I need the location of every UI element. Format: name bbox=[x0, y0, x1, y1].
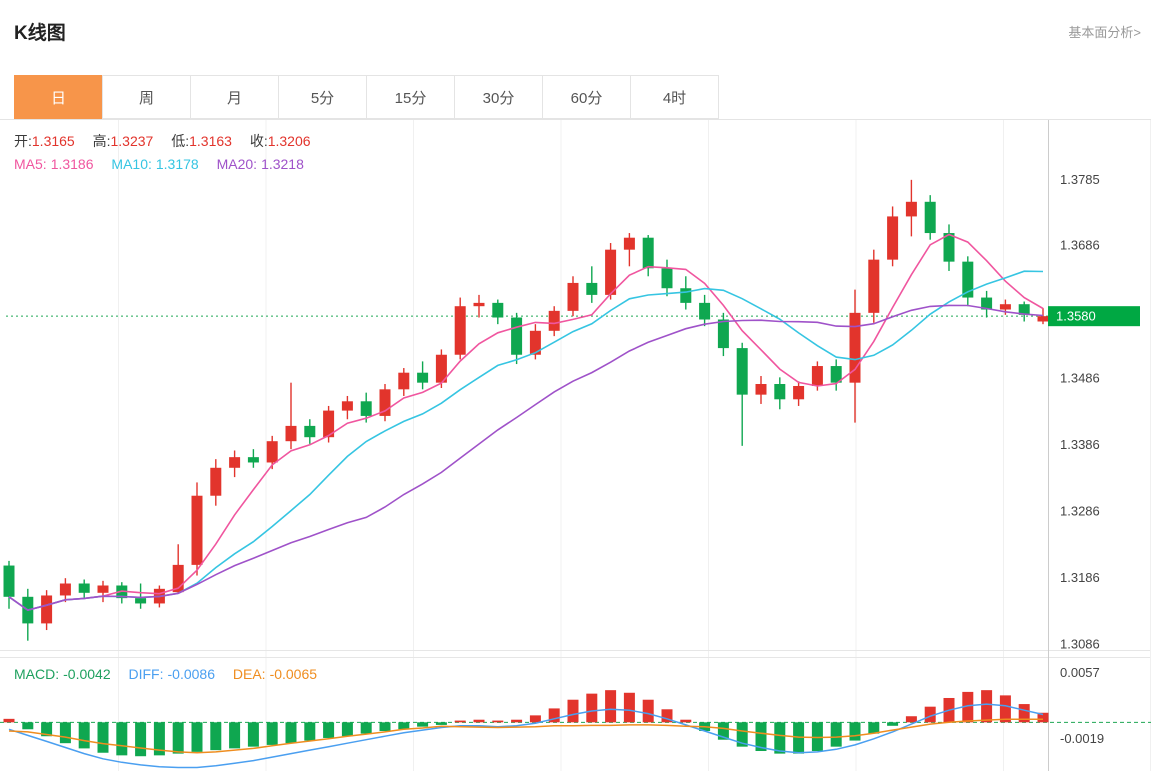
svg-text:1.3086: 1.3086 bbox=[1060, 637, 1100, 652]
svg-text:1.3186: 1.3186 bbox=[1060, 570, 1100, 585]
ma10-line bbox=[8, 270, 1044, 611]
tab-5分[interactable]: 5分 bbox=[278, 75, 367, 119]
price-badge: 1.3580 bbox=[1048, 306, 1140, 327]
svg-text:1.3785: 1.3785 bbox=[1060, 172, 1100, 187]
svg-text:1.3580: 1.3580 bbox=[1056, 309, 1096, 324]
header: K线图 基本面分析> bbox=[0, 0, 1151, 75]
tab-月[interactable]: 月 bbox=[190, 75, 279, 119]
chart-frame bbox=[0, 120, 1151, 771]
tab-周[interactable]: 周 bbox=[102, 75, 191, 119]
svg-text:-0.0019: -0.0019 bbox=[1060, 731, 1104, 746]
price-axis-labels: 1.3785 1.3686 1.3486 1.3386 1.3286 1.3186 1.30… bbox=[1060, 172, 1100, 652]
tab-4时[interactable]: 4时 bbox=[630, 75, 719, 119]
page-title: K线图 bbox=[14, 23, 66, 44]
grid-lines bbox=[118, 120, 1004, 771]
ma5-line bbox=[8, 233, 1044, 611]
svg-text:1.3686: 1.3686 bbox=[1060, 238, 1100, 253]
svg-text:1.3286: 1.3286 bbox=[1060, 504, 1100, 519]
svg-text:1.3386: 1.3386 bbox=[1060, 437, 1100, 452]
tab-15分[interactable]: 15分 bbox=[366, 75, 455, 119]
tab-30分[interactable]: 30分 bbox=[454, 75, 543, 119]
macd-axis-labels: 0.0057 -0.0019 bbox=[1060, 665, 1104, 746]
interval-tabs: 日周月 5分 15分 30分 60分 4时 bbox=[0, 75, 1151, 120]
svg-text:1.3486: 1.3486 bbox=[1060, 371, 1100, 386]
candles bbox=[3, 179, 1049, 641]
kline-chart-canvas[interactable]: 1.3785 1.3686 1.3486 1.3386 1.3286 1.3186 1.30… bbox=[0, 120, 1151, 771]
tab-日[interactable]: 日 bbox=[14, 75, 103, 119]
fundamental-analysis-link[interactable]: 基本面分析> bbox=[1068, 25, 1141, 40]
diff-line bbox=[8, 703, 1044, 769]
dea-line bbox=[8, 718, 1043, 754]
ma20-line bbox=[8, 304, 1044, 611]
tab-60分[interactable]: 60分 bbox=[542, 75, 631, 119]
macd-histogram bbox=[3, 690, 1049, 757]
svg-text:0.0057: 0.0057 bbox=[1060, 665, 1100, 680]
chart-area: 1.3785 1.3686 1.3486 1.3386 1.3286 1.3186 1.30… bbox=[0, 120, 1151, 771]
